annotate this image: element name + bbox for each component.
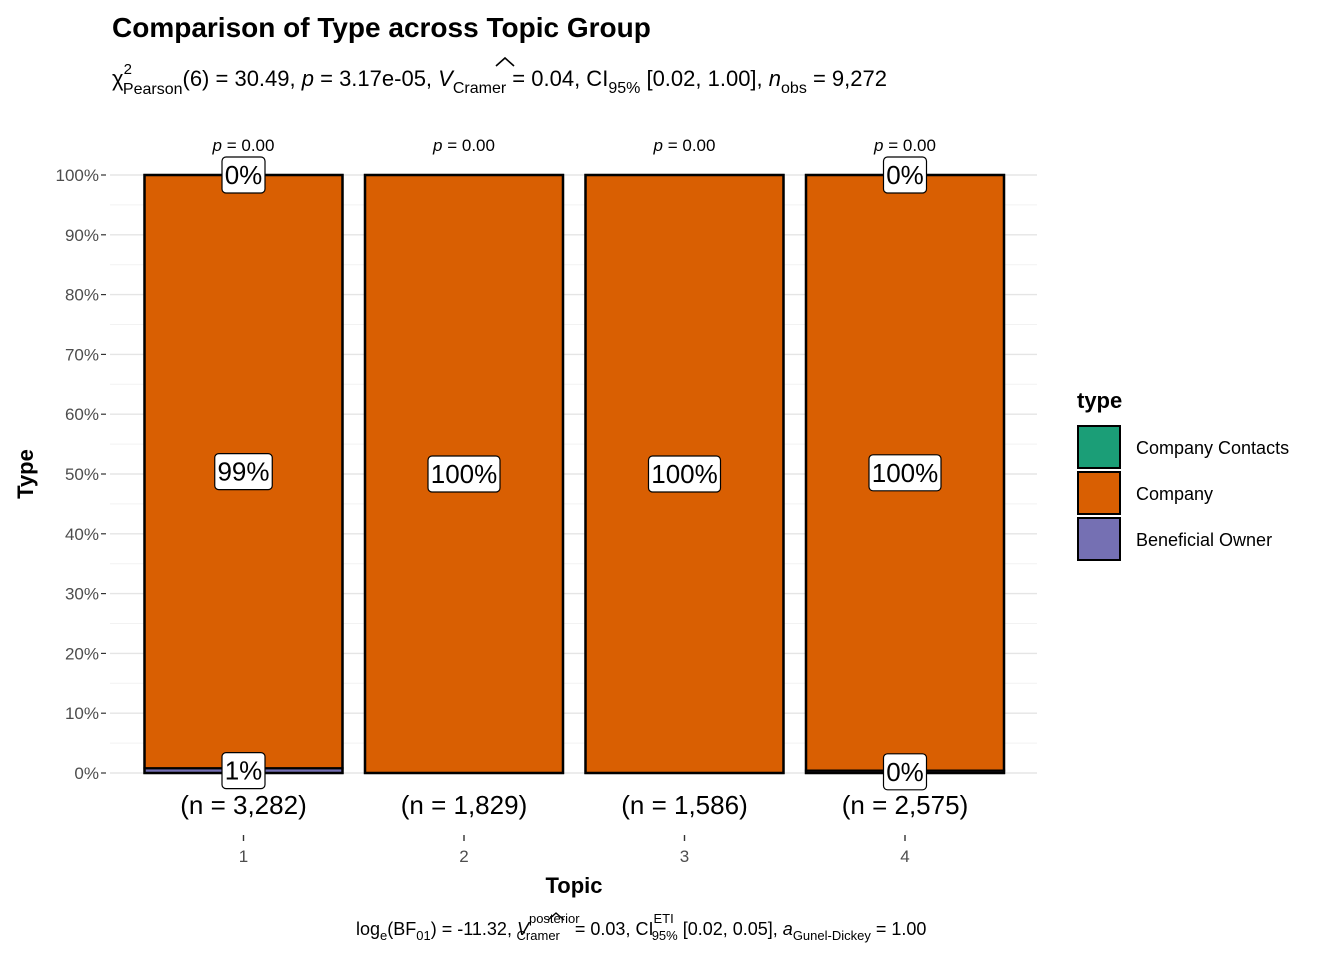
segment-label: 100% [647, 455, 722, 493]
segment-label-text: 99% [217, 457, 269, 487]
legend-title: type [1077, 388, 1122, 413]
x-axis-ticks: (n = 3,282) 1 (n = 1,829) 2 (n = 1,586) 3 (n =… [180, 790, 968, 866]
y-tick-label: 10% [65, 704, 99, 723]
x-tick-label: 4 [900, 847, 909, 866]
segment-label-text: 100% [872, 458, 939, 488]
x-tick-label: 3 [680, 847, 689, 866]
segment-label-box [868, 454, 942, 492]
legend: type Company Contacts Company Beneficial O… [1077, 388, 1289, 561]
segment-label: 100% [868, 454, 942, 492]
segment-label-text: 0% [886, 757, 924, 787]
legend-label: Company Contacts [1136, 438, 1289, 458]
segment-label-box [221, 752, 266, 790]
subtitle-hat-mark [495, 56, 515, 67]
segment-label-text: 1% [225, 756, 263, 786]
segment-label-box [221, 156, 266, 194]
y-axis-title: Type [13, 449, 38, 499]
p-value-label: p = 0.00 [653, 136, 716, 155]
sample-size-label: (n = 1,586) [621, 790, 747, 820]
segment-label-text: 100% [431, 459, 498, 489]
segment-label: 100% [427, 455, 501, 493]
y-tick-label: 70% [65, 345, 99, 364]
segment-label: 0% [221, 156, 266, 194]
segment-label: 0% [882, 753, 928, 791]
legend-item: Beneficial Owner [1077, 517, 1272, 561]
segment-label: 0% [882, 156, 928, 194]
y-tick-label: 100% [56, 166, 99, 185]
segment-label-box [214, 453, 273, 491]
chart-subtitle: χ2 Pearson(6) = 30.49, p = 3.17e-05, VCra… [112, 61, 887, 98]
y-tick-label: 80% [65, 286, 99, 305]
segment-labels: 1% 99% 0% p = 0.00 100% p = 0.00 100% p = 0.00 0… [212, 136, 942, 791]
segment-label: 1% [221, 752, 266, 790]
chart-caption: loge(BF01) = -11.32, Vposterior Cramer = … [356, 911, 926, 943]
bar-outline [363, 173, 565, 775]
segment-label-box [882, 753, 928, 791]
y-tick-label: 20% [65, 644, 99, 663]
legend-swatch [1077, 425, 1121, 469]
y-tick-label: 60% [65, 405, 99, 424]
legend-swatch [1077, 517, 1121, 561]
x-axis-title: Topic [545, 873, 602, 898]
y-tick-label: 40% [65, 525, 99, 544]
legend-item: Company [1077, 471, 1213, 515]
legend-label: Company [1136, 484, 1213, 504]
segment-label: 99% [214, 453, 273, 491]
sample-size-label: (n = 2,575) [842, 790, 968, 820]
sample-size-label: (n = 1,829) [401, 790, 527, 820]
legend-item: Company Contacts [1077, 425, 1289, 469]
segment-label-box [882, 156, 928, 194]
y-tick-label: 90% [65, 226, 99, 245]
p-value-label: p = 0.00 [432, 136, 495, 155]
p-value-label: p = 0.00 [873, 136, 936, 155]
sample-size-label: (n = 3,282) [180, 790, 306, 820]
bar-outline [584, 173, 785, 775]
legend-swatch [1077, 471, 1121, 515]
x-tick-label: 1 [239, 847, 248, 866]
segment-label-box [427, 455, 501, 493]
y-tick-label: 30% [65, 585, 99, 604]
p-value-label: p = 0.00 [212, 136, 275, 155]
segment-label-box [647, 455, 722, 493]
y-tick-label: 0% [74, 764, 99, 783]
legend-label: Beneficial Owner [1136, 530, 1272, 550]
chart-title: Comparison of Type across Topic Group [112, 12, 651, 43]
caption-hat-mark [547, 912, 565, 921]
y-axis-ticks: 0% 10% 20% 30% 40% 50% 60% 70% 80% 90% 100% [56, 166, 106, 783]
segment-label-text: 0% [886, 160, 924, 190]
y-tick-label: 50% [65, 465, 99, 484]
x-tick-label: 2 [459, 847, 468, 866]
segment-label-text: 100% [651, 459, 718, 489]
segment-label-text: 0% [225, 160, 263, 190]
